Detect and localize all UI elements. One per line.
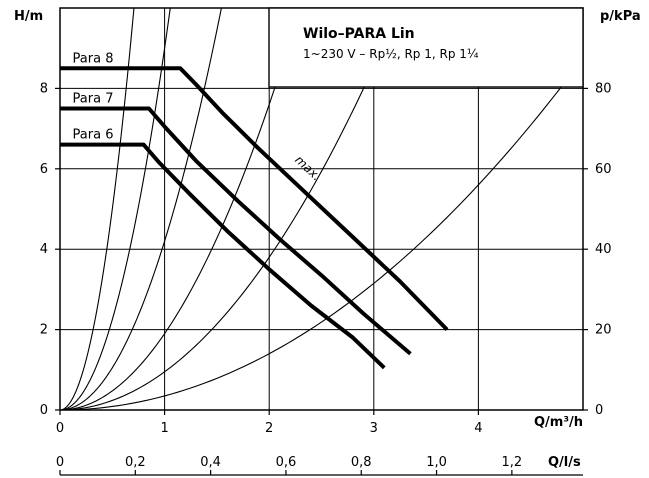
y-right-tick-label-20: 20: [595, 323, 612, 338]
secondary-x-tick-label-0,8: 0,8: [351, 455, 372, 470]
series-label-para-8: Para 8: [73, 51, 114, 66]
secondary-x-tick-label-0,4: 0,4: [200, 455, 221, 470]
x-tick-label-2: 2: [265, 421, 273, 436]
legend-box: Wilo–PARA Lin 1~230 V – Rp½, Rp 1, Rp 1¼: [268, 7, 584, 88]
legend-frame: [268, 7, 584, 88]
series-label-para-7: Para 7: [73, 92, 114, 107]
secondary-x-tick-label-0,6: 0,6: [276, 455, 297, 470]
system-curve-3: [59, 7, 222, 411]
system-curve-2: [59, 7, 171, 411]
series-line-para-8: [60, 66, 449, 331]
system-curve-1: [59, 7, 135, 411]
y-right-tick-label-80: 80: [595, 81, 612, 96]
x-axis-secondary-title: Q/l/s: [548, 455, 581, 470]
x-tick-label-1: 1: [160, 421, 168, 436]
secondary-x-tick-label-1,0: 1,0: [426, 455, 447, 470]
system-curve-4: [59, 7, 301, 411]
y-left-tick-label-8: 8: [40, 81, 48, 96]
system-curve-5: [59, 7, 400, 411]
secondary-x-tick-label-0,2: 0,2: [125, 455, 146, 470]
pump-curves: [60, 66, 449, 370]
x-axis-title: Q/m³/h: [534, 415, 583, 430]
secondary-x-tick-label-0: 0: [56, 455, 64, 470]
series-label-para-6: Para 6: [73, 128, 114, 143]
y-right-tick-label-40: 40: [595, 242, 612, 257]
x-tick-label-3: 3: [370, 421, 378, 436]
series-line-para-6: [60, 142, 386, 370]
y-axis-left-title: H/m: [14, 9, 43, 24]
x-tick-label-4: 4: [474, 421, 482, 436]
system-curve-6: [59, 57, 584, 411]
y-left-tick-label-2: 2: [40, 323, 48, 338]
series-line-para-7: [60, 106, 412, 356]
y-left-tick-label-0: 0: [40, 403, 48, 418]
y-right-tick-label-0: 0: [595, 403, 603, 418]
legend-subtitle: 1~230 V – Rp½, Rp 1, Rp 1¼: [303, 47, 479, 61]
system-curves: [59, 7, 584, 411]
annotation-max: max.: [292, 153, 323, 184]
y-left-tick-label-6: 6: [40, 162, 48, 177]
y-axis-right-title: p/kPa: [600, 9, 641, 24]
secondary-x-tick-label-1,2: 1,2: [502, 455, 523, 470]
y-left-tick-label-4: 4: [40, 242, 48, 257]
y-right-tick-label-60: 60: [595, 162, 612, 177]
x-tick-label-0: 0: [56, 421, 64, 436]
legend-title: Wilo–PARA Lin: [303, 26, 415, 42]
